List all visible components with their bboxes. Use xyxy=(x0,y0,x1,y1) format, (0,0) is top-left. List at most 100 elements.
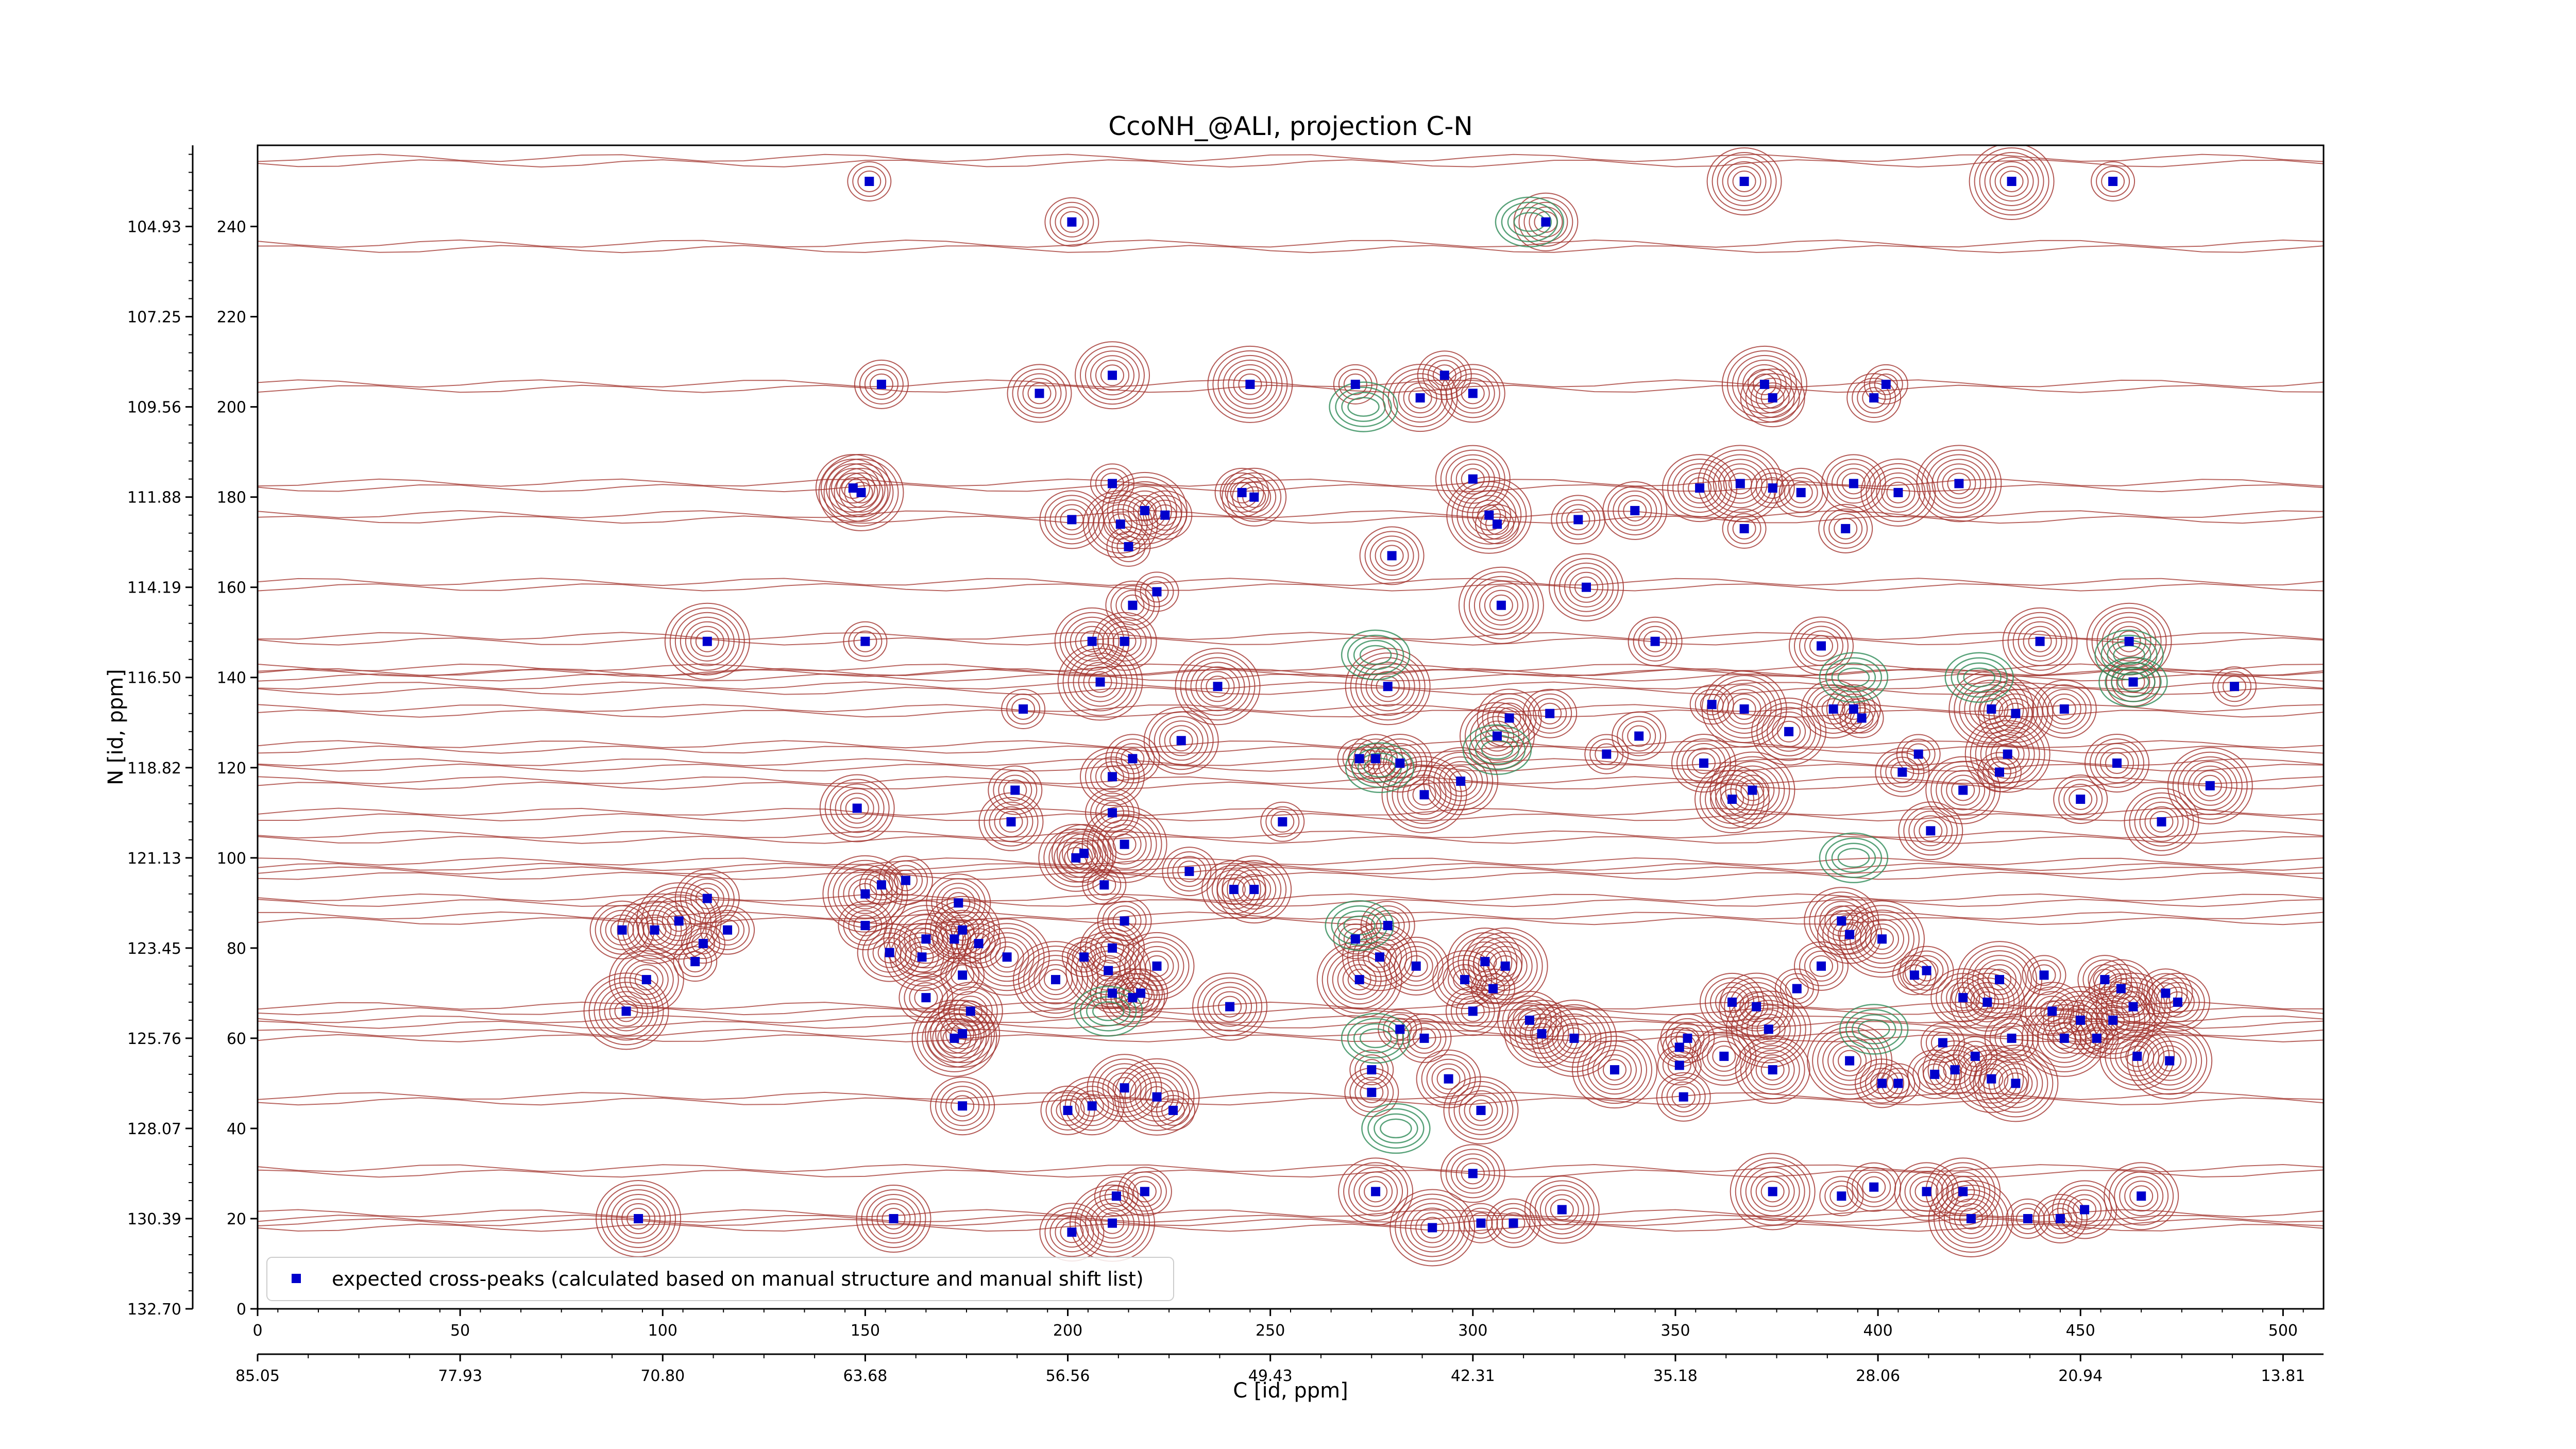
contour-ring xyxy=(1333,919,1378,959)
x-tick-label: 250 xyxy=(1256,1322,1285,1340)
contour-ring xyxy=(1338,1157,1414,1226)
contour-ring xyxy=(1360,662,1415,712)
cross-peak-point xyxy=(1120,636,1129,646)
contour-ring xyxy=(1110,738,1155,779)
contour-ring xyxy=(1134,1076,1179,1117)
cross-peak-point xyxy=(702,636,712,646)
contour-ring xyxy=(857,171,882,192)
contour-ring xyxy=(1270,811,1295,833)
contour-ring xyxy=(1677,468,1722,509)
contour-ring xyxy=(1164,725,1198,756)
contour-ring xyxy=(695,887,719,909)
contour-ring xyxy=(1006,694,1041,724)
cross-peak-point xyxy=(1006,817,1016,827)
contour-ring xyxy=(1975,991,1999,1013)
contour-streak xyxy=(258,379,2324,388)
contour-ring xyxy=(1670,1022,1705,1054)
contour-ring xyxy=(2124,1181,2159,1212)
cross-peak-point xyxy=(865,177,874,186)
contour-ring xyxy=(1717,684,1772,734)
contour-ring xyxy=(1398,378,1443,418)
cross-peak-point xyxy=(1679,1092,1688,1102)
contour-ring xyxy=(1984,1013,2039,1063)
contour-ring xyxy=(1100,1212,1124,1234)
contour-ring xyxy=(1075,341,1150,410)
contour-ring xyxy=(1497,990,1562,1050)
x-tick-label: 450 xyxy=(2066,1322,2095,1340)
contour-ring xyxy=(1038,823,1114,892)
x-tick-label: 500 xyxy=(2268,1322,2298,1340)
negative-contour xyxy=(1351,747,1409,788)
contour-ring xyxy=(940,1014,985,1054)
contour-ring xyxy=(1774,968,1819,1009)
contour-ring xyxy=(1092,1058,1157,1118)
negative-contour xyxy=(1819,832,1889,884)
contour-ring xyxy=(1159,720,1204,761)
contour-ring xyxy=(2150,977,2205,1027)
contour-ring xyxy=(853,630,877,652)
contour-ring xyxy=(1839,900,1925,978)
cross-peak-point xyxy=(1674,1060,1684,1070)
x-tick-label: 200 xyxy=(1053,1322,1082,1340)
contour-streak xyxy=(258,781,2324,790)
contour-ring xyxy=(1056,1099,1080,1121)
contour-ring xyxy=(1148,711,1214,770)
contour-ring xyxy=(1375,540,1409,571)
contour-ring xyxy=(1711,152,1777,211)
contour-ring xyxy=(1622,720,1656,752)
contour-ring xyxy=(1416,1049,1481,1108)
cross-peak-point xyxy=(2047,1006,2057,1016)
cross-peak-point xyxy=(1881,379,1891,389)
contour-streak xyxy=(258,835,2324,844)
cross-peak-point xyxy=(1926,826,1936,836)
contour-ring xyxy=(1732,517,1756,540)
contour-ring xyxy=(999,811,1023,833)
contour-ring xyxy=(1104,1185,1128,1207)
contour-ring xyxy=(1212,350,1288,418)
contour-ring xyxy=(2145,972,2210,1032)
contour-ring xyxy=(1862,1176,1886,1198)
contour-ring xyxy=(1562,1027,1586,1049)
contour-ring xyxy=(1633,621,1677,662)
contour-ring xyxy=(2073,1199,2097,1221)
contour-ring xyxy=(1958,1040,1992,1072)
contour-ring xyxy=(2121,671,2145,693)
contour-ring xyxy=(1417,350,1472,400)
negative-contour xyxy=(1367,1108,1425,1149)
cross-peak-point xyxy=(1229,885,1239,895)
contour-ring xyxy=(1472,499,1506,531)
contour-ring xyxy=(2084,734,2149,793)
contour-streak xyxy=(258,632,2324,641)
y-ppm-tick-label: 104.93 xyxy=(127,218,181,237)
x-ppm-tick-label: 63.68 xyxy=(843,1367,887,1385)
contour-ring xyxy=(1732,355,1797,414)
contour-ring xyxy=(2091,161,2136,201)
contour-ring xyxy=(1518,197,1573,247)
contour-ring xyxy=(1871,467,1926,517)
contour-ring xyxy=(1665,1018,1710,1058)
contour-ring xyxy=(1844,905,1920,973)
contour-ring xyxy=(838,869,893,919)
cross-peak-point xyxy=(958,1029,968,1039)
contour-ring xyxy=(2144,806,2179,837)
contour-ring xyxy=(1232,477,1277,517)
cross-peak-point xyxy=(860,889,870,899)
contour-ring xyxy=(1948,670,2035,748)
contour-ring xyxy=(1999,1027,2024,1049)
contour-ring xyxy=(1202,982,1258,1032)
contour-ring xyxy=(856,1185,931,1253)
cross-peak-point xyxy=(1213,682,1223,692)
contour-ring xyxy=(1446,476,1532,554)
contour-ring xyxy=(664,602,750,680)
contour-ring xyxy=(925,896,1001,964)
contour-ring xyxy=(831,468,875,509)
contour-streak xyxy=(258,583,2324,592)
cross-peak-point xyxy=(1019,704,1028,714)
negative-contour xyxy=(1335,386,1392,427)
cross-peak-point xyxy=(2055,1214,2065,1223)
cross-peak-point xyxy=(848,483,858,493)
cross-peak-point xyxy=(1079,849,1089,858)
contour-ring xyxy=(1726,350,1802,418)
contour-ring xyxy=(1846,373,1902,423)
contour-ring xyxy=(2077,955,2132,1005)
